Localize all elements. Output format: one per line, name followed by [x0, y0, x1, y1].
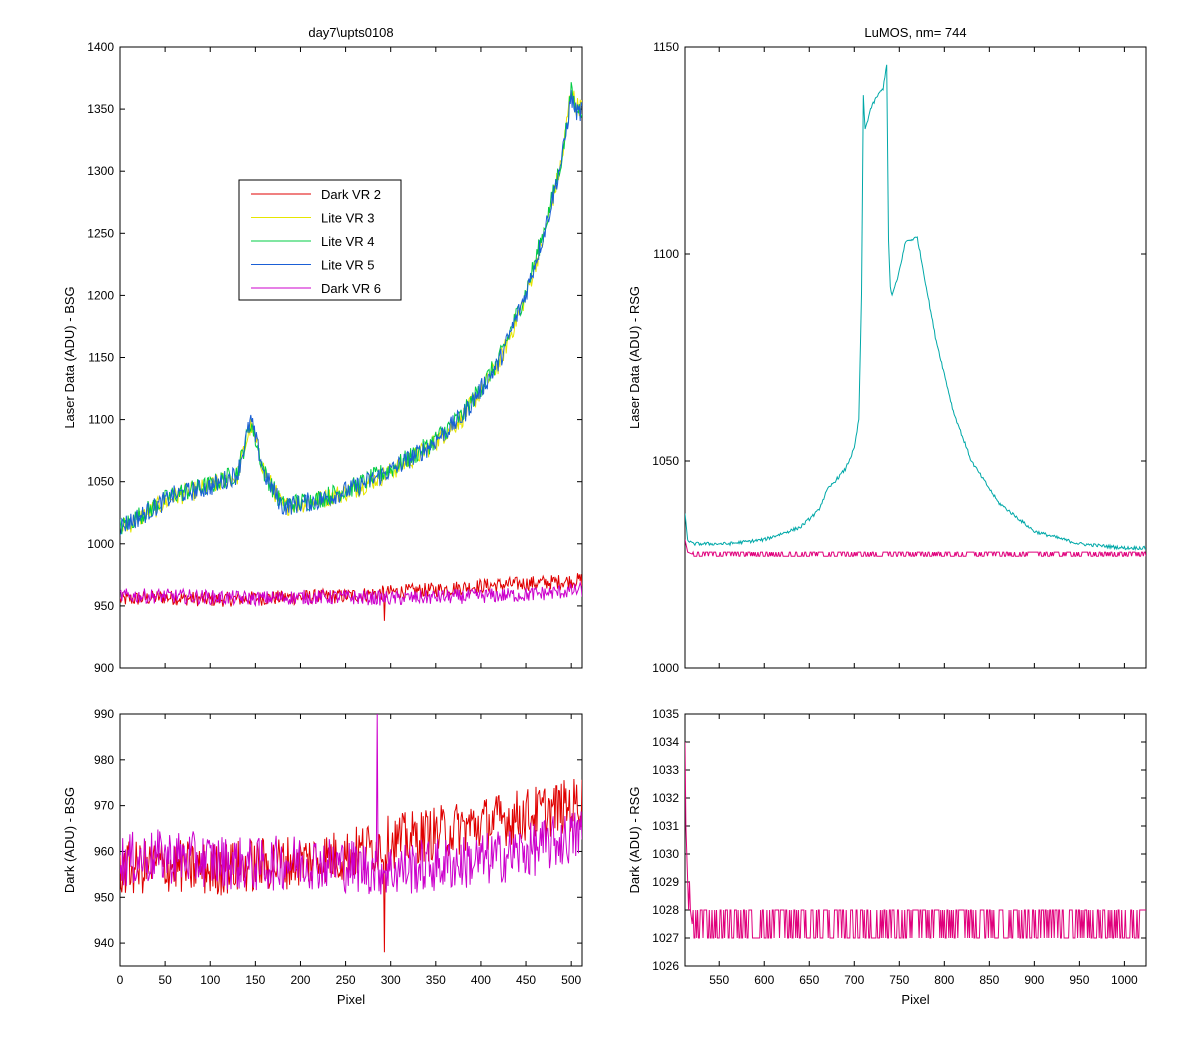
y-tick-label: 1026	[652, 959, 679, 973]
x-tick-label: 800	[934, 973, 954, 987]
y-tick-label: 1034	[652, 735, 679, 749]
x-tick-label: 1000	[1111, 973, 1138, 987]
y-tick-label: 1033	[652, 763, 679, 777]
x-tick-label: 50	[158, 973, 172, 987]
y-tick-label: 1028	[652, 903, 679, 917]
legend-label: Lite VR 3	[321, 211, 374, 226]
y-tick-label: 1029	[652, 875, 679, 889]
x-tick-label: 900	[1024, 973, 1044, 987]
x-tick-label: 350	[426, 973, 446, 987]
x-tick-label: 500	[561, 973, 581, 987]
x-tick-label: 550	[709, 973, 729, 987]
subplot-2: 1000 1050 1100 1150 LuMOS, nm= 744 Laser Data…	[627, 25, 1147, 675]
series-line-dark-vr-6	[120, 714, 582, 895]
series-line-lite-vr-5	[120, 90, 582, 536]
y-tick-label: 950	[94, 599, 114, 613]
y-tick-label: 960	[94, 844, 114, 858]
x-tick-label: 300	[381, 973, 401, 987]
legend-label: Lite VR 5	[321, 258, 374, 273]
y-tick-label: 1200	[87, 288, 114, 302]
y-tick-label: 1050	[652, 454, 679, 468]
y-tick-label: 1100	[653, 247, 679, 261]
x-tick-label: 750	[889, 973, 909, 987]
plot-title: LuMOS, nm= 744	[864, 25, 966, 40]
x-tick-label: 400	[471, 973, 491, 987]
legend-label: Dark VR 2	[321, 187, 381, 202]
series-line-dark-vr-2	[120, 573, 582, 621]
y-axis-label: Dark (ADU) - BSG	[62, 787, 77, 893]
x-tick-label: 850	[979, 973, 999, 987]
subplot-3: 940 950 960 970 980 990 0 50 100 150 200 250 300 350 4…	[62, 707, 583, 1007]
series-line-dark-vr-6	[120, 580, 582, 608]
y-axis-label: Laser Data (ADU) - RSG	[627, 286, 642, 429]
y-tick-label: 1150	[88, 351, 114, 365]
series-line-trace-2	[685, 539, 1146, 557]
legend: Dark VR 2 Lite VR 3 Lite VR 4 Lite VR 5 Dark…	[238, 179, 402, 301]
y-tick-label: 980	[94, 753, 114, 767]
x-tick-label: 950	[1069, 973, 1089, 987]
plot-title: day7\upts0108	[308, 25, 393, 40]
x-axis-label: Pixel	[337, 992, 365, 1007]
x-tick-label: 450	[516, 973, 536, 987]
y-tick-label: 1150	[653, 40, 679, 54]
y-tick-label: 1000	[652, 661, 679, 675]
y-tick-label: 950	[94, 890, 114, 904]
x-axis-label: Pixel	[901, 992, 929, 1007]
y-tick-label: 990	[94, 707, 114, 721]
x-tick-label: 100	[200, 973, 220, 987]
legend-box	[238, 179, 402, 301]
y-tick-label: 1250	[87, 226, 114, 240]
x-tick-label: 650	[799, 973, 819, 987]
y-tick-label: 1300	[87, 164, 114, 178]
series-line-trace-1	[685, 741, 1146, 939]
y-tick-label: 970	[94, 799, 114, 813]
y-tick-label: 900	[94, 661, 114, 675]
y-tick-label: 1350	[87, 102, 114, 116]
plot-area	[119, 46, 583, 669]
y-axis-label: Dark (ADU) - RSG	[627, 787, 642, 894]
subplot-1: 900 950 1000 1050 1100 1150 1200 1250 1300 1350 14…	[62, 25, 583, 675]
y-tick-label: 1030	[652, 847, 679, 861]
y-tick-label: 940	[94, 936, 114, 950]
y-axis-label: Laser Data (ADU) - BSG	[62, 286, 77, 428]
legend-label: Dark VR 6	[321, 281, 381, 296]
y-tick-label: 1027	[652, 931, 679, 945]
y-tick-label: 1032	[652, 791, 679, 805]
series-line-trace-1	[685, 64, 1146, 552]
plot-area	[119, 713, 583, 967]
x-tick-label: 150	[245, 973, 265, 987]
x-tick-label: 700	[844, 973, 864, 987]
y-tick-label: 1050	[87, 475, 114, 489]
y-tick-label: 1000	[87, 537, 114, 551]
y-tick-label: 1400	[87, 40, 114, 54]
x-tick-label: 0	[117, 973, 124, 987]
y-tick-label: 1100	[88, 413, 114, 427]
x-tick-label: 250	[336, 973, 356, 987]
plot-area	[684, 46, 1147, 669]
y-tick-label: 1035	[652, 707, 679, 721]
x-tick-label: 600	[754, 973, 774, 987]
y-tick-label: 1031	[652, 819, 679, 833]
legend-label: Lite VR 4	[321, 234, 374, 249]
subplot-4: 1026 1027 1028 1029 1030 1031 1032 1033 1034 1035…	[627, 707, 1147, 1007]
x-tick-label: 200	[290, 973, 310, 987]
